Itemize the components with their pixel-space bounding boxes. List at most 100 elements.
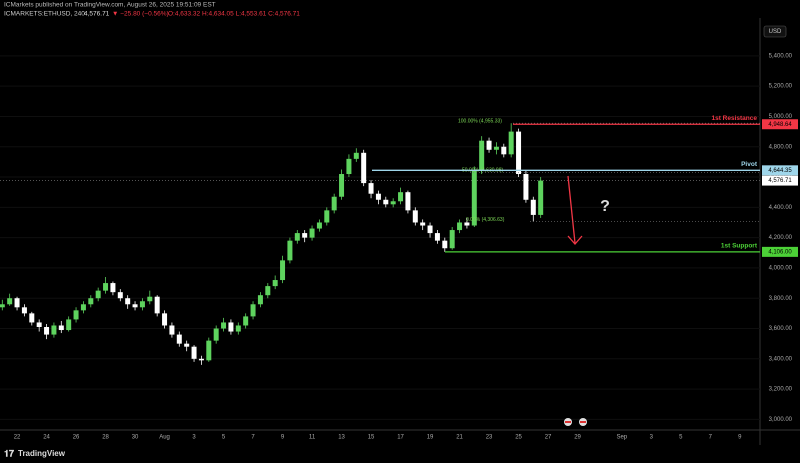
candle-body [44, 327, 50, 335]
y-tick-label: 3,400.00 [769, 356, 793, 362]
candle-body [191, 346, 197, 359]
candle-body [294, 233, 300, 241]
candle-body [361, 152, 367, 184]
footer [0, 445, 800, 463]
level-name: 1st Support [721, 243, 758, 250]
x-tick-label: 29 [574, 435, 581, 441]
currency-box [763, 25, 787, 38]
level-name: Pivot [741, 161, 758, 168]
candle-body [88, 298, 94, 305]
candle-body [257, 295, 263, 305]
fib-label: 0.00% (4,306.63) [466, 217, 505, 223]
candle-body [449, 230, 455, 249]
candle-body [375, 193, 381, 200]
candle-body [139, 301, 145, 308]
price-box-label: 4,106.00 [768, 249, 792, 255]
x-tick-label: 3 [192, 435, 196, 441]
candle-body [280, 260, 286, 281]
candle-body [73, 310, 79, 320]
candle-body [117, 292, 123, 299]
event-flag [565, 421, 571, 423]
y-tick-label: 5,200.00 [769, 84, 793, 90]
candle-body [309, 228, 315, 238]
y-tick-label: 3,800.00 [769, 296, 793, 302]
x-tick-label: 23 [486, 435, 493, 441]
candle-body [66, 319, 72, 331]
x-tick-label: 7 [251, 435, 255, 441]
x-tick-label: 19 [427, 435, 434, 441]
x-tick-label: 3 [650, 435, 654, 441]
candle-body [7, 298, 13, 305]
x-tick-label: Sep [616, 435, 627, 441]
candle-body [316, 222, 322, 229]
price-box-label: 4,644.35 [768, 168, 792, 174]
candle-body [154, 296, 160, 314]
candle-body [368, 183, 374, 194]
price-box [762, 246, 798, 257]
y-tick-label: 4,400.00 [769, 205, 793, 211]
candle-body [530, 199, 536, 215]
candle-body [324, 210, 330, 223]
x-tick-label: 24 [43, 435, 50, 441]
brand: TradingView [18, 449, 66, 458]
candle-body [110, 283, 116, 293]
candle-body [508, 131, 514, 155]
x-tick-label: 11 [309, 435, 316, 441]
candle-body [493, 146, 499, 150]
candle-body [471, 170, 477, 226]
candle-body [412, 210, 418, 223]
price-box [762, 119, 798, 130]
candle-body [516, 131, 522, 175]
candle-body [36, 322, 42, 327]
x-tick-label: 15 [368, 435, 375, 441]
candle-body [353, 152, 359, 159]
candle-body [235, 325, 241, 332]
candle-body [383, 199, 389, 205]
candle-body [464, 222, 470, 226]
candle-body [125, 298, 131, 305]
candle-body [147, 296, 153, 302]
candle-body [184, 343, 190, 347]
candle-body [51, 325, 57, 335]
y-tick-label: 4,000.00 [769, 266, 793, 272]
candle-body [58, 325, 64, 331]
candle-body [405, 192, 411, 211]
candle-body [434, 233, 440, 241]
candle-body [427, 225, 433, 234]
candle-body [132, 304, 138, 308]
arrow-shaft [567, 175, 576, 244]
x-tick-label: 9 [738, 435, 742, 441]
x-tick-label: 22 [14, 435, 21, 441]
x-tick-label: 5 [679, 435, 683, 441]
x-tick-label: 27 [545, 435, 552, 441]
candle-body [103, 283, 109, 291]
y-tick-label: 4,200.00 [769, 235, 793, 241]
candle-body [479, 140, 485, 171]
candle-body [14, 298, 20, 308]
x-tick-label: 26 [73, 435, 80, 441]
candle-body [523, 174, 529, 200]
ohlc: O:4,633.32 H:4,634.05 L:4,553.61 C:4,576… [168, 11, 300, 18]
candle-body [162, 313, 168, 326]
candle-body [442, 240, 448, 249]
last-price-header: 4,576.71 [84, 11, 110, 18]
candle-body [0, 304, 5, 308]
candle-body [457, 222, 463, 231]
x-tick-label: 5 [222, 435, 226, 441]
fib-label: 100.00% (4,955.33) [458, 119, 502, 125]
x-tick-label: 28 [102, 435, 109, 441]
y-tick-label: 5,000.00 [769, 114, 793, 120]
y-tick-label: 4,800.00 [769, 144, 793, 150]
candle-body [390, 201, 396, 205]
x-tick-label: Aug [159, 435, 170, 441]
price-box-label: 4,576.71 [768, 178, 792, 184]
candle-body [420, 222, 426, 226]
x-tick-label: 9 [281, 435, 285, 441]
candle-body [250, 304, 256, 317]
candle-body [501, 146, 507, 155]
candle-body [169, 325, 175, 335]
y-tick-label: 5,400.00 [769, 53, 793, 59]
candle-body [176, 334, 182, 344]
